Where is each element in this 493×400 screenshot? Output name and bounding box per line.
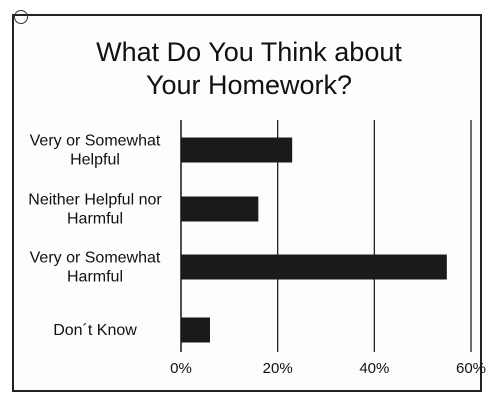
chart-title-line-2: Your Homework? (145, 70, 353, 100)
category-label-0-1: Helpful (70, 152, 120, 169)
category-label-0-0: Very or Somewhat (30, 133, 161, 150)
category-label-1-0: Neither Helpful nor (28, 192, 162, 209)
bar-3 (181, 317, 210, 343)
category-label-2-1: Harmful (67, 269, 123, 286)
tick-label-1: 20% (263, 360, 293, 377)
category-label-3-0: Don´t Know (53, 322, 137, 339)
bar-2 (181, 254, 447, 280)
tick-label-2: 40% (359, 360, 389, 377)
chart-title: What Do You Think about Your Homework? (14, 36, 484, 102)
tick-label-3: 60% (456, 360, 486, 377)
bar-1 (181, 196, 259, 222)
bar-0 (181, 137, 293, 163)
category-label-1-1: Harmful (67, 211, 123, 228)
tick-label-0: 0% (170, 360, 192, 377)
category-label-2-0: Very or Somewhat (30, 250, 161, 267)
chart-title-line-1: What Do You Think about (96, 37, 402, 67)
corner-circle-icon (14, 10, 28, 24)
